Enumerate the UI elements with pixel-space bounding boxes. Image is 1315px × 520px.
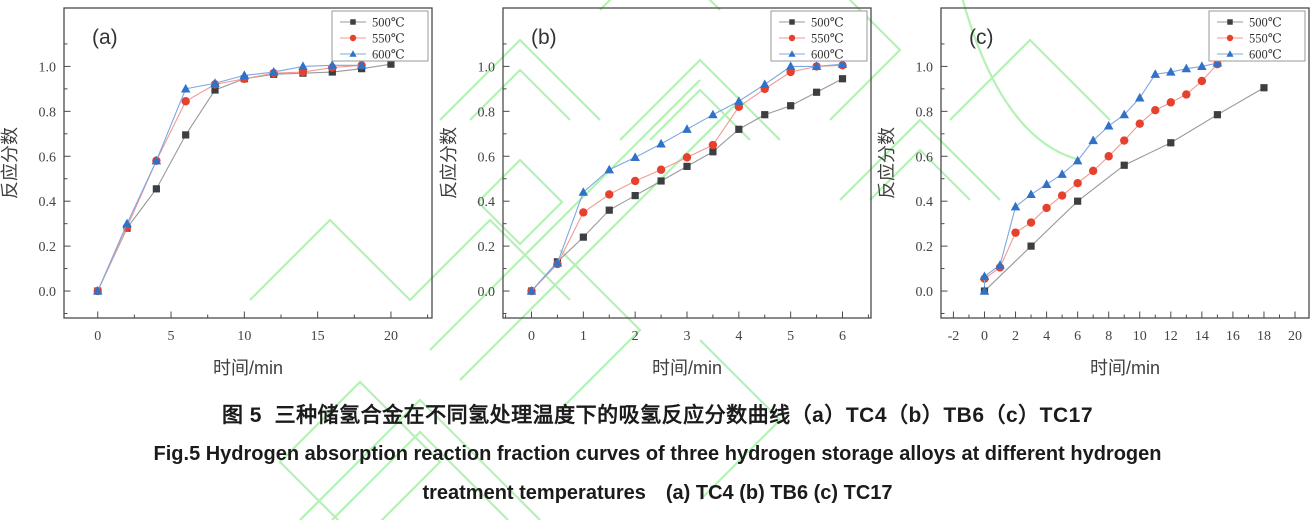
series-600℃	[979, 58, 1223, 295]
legend: 500℃ 550℃ 600℃	[770, 10, 867, 62]
series-550℃	[980, 59, 1222, 283]
svg-text:550℃: 550℃	[811, 32, 844, 46]
x-axis-label: 时间/min	[1090, 358, 1160, 378]
svg-text:10: 10	[237, 329, 251, 344]
svg-text:14: 14	[1195, 329, 1209, 344]
svg-text:15: 15	[311, 329, 325, 344]
x-axis-label: 时间/min	[213, 358, 283, 378]
chart-svg-a: 0 5 10 15 20 0.0 0.2 0.4 0.6 0.8 1.0 (a) 500℃ 550℃ 600…	[0, 7, 433, 378]
chart-panel-c: -2 0 2 4 6 8 10 12 14 16 18 20 0.0 0.2 0.4 0.6 0.8 1.0 (c)…	[877, 0, 1315, 388]
axes: 0 1 2 3 4 5 6 0.0 0.2 0.4 0.6 0.8 1.0	[477, 7, 872, 344]
charts-row: 0 5 10 15 20 0.0 0.2 0.4 0.6 0.8 1.0 (a) 500℃ 550℃ 600…	[0, 0, 1315, 388]
svg-text:5: 5	[168, 329, 175, 344]
svg-text:600℃: 600℃	[1249, 48, 1282, 62]
svg-text:600℃: 600℃	[811, 48, 844, 62]
svg-text:20: 20	[1288, 329, 1302, 344]
panel-label: (b)	[531, 26, 557, 49]
svg-text:0.2: 0.2	[39, 240, 57, 255]
series-600℃	[526, 59, 847, 295]
svg-text:5: 5	[787, 329, 794, 344]
caption-english-2: treatment temperatures (a) TC4 (b) TB6 (…	[422, 482, 893, 504]
legend: 500℃ 550℃ 600℃	[1208, 10, 1306, 62]
svg-text:600℃: 600℃	[372, 48, 405, 62]
svg-text:12: 12	[1164, 329, 1178, 344]
svg-text:10: 10	[1133, 329, 1147, 344]
series-600℃	[92, 60, 367, 295]
svg-text:6: 6	[1074, 329, 1081, 344]
svg-text:0.2: 0.2	[916, 240, 934, 255]
chart-svg-b: 0 1 2 3 4 5 6 0.0 0.2 0.4 0.6 0.8 1.0 (b) 500℃ 550℃ 600℃…	[439, 7, 872, 378]
chart-svg-c: -2 0 2 4 6 8 10 12 14 16 18 20 0.0 0.2 0.4 0.6 0.8 1.0 (c)…	[877, 7, 1310, 378]
svg-text:0.8: 0.8	[477, 105, 495, 120]
y-axis-label: 反应分数	[0, 127, 20, 199]
svg-text:0.8: 0.8	[39, 105, 57, 120]
panel-label: (c)	[969, 26, 994, 49]
svg-text:1.0: 1.0	[916, 60, 934, 75]
x-axis-label: 时间/min	[651, 358, 721, 378]
series-500℃	[94, 60, 395, 295]
caption-english-1: Fig.5 Hydrogen absorption reaction fract…	[153, 443, 1162, 465]
svg-text:3: 3	[683, 329, 690, 344]
svg-text:1.0: 1.0	[39, 60, 57, 75]
svg-text:2: 2	[1012, 329, 1019, 344]
svg-text:0.6: 0.6	[916, 150, 934, 165]
y-axis-label: 反应分数	[877, 127, 897, 199]
series-500℃	[527, 75, 846, 295]
svg-text:550℃: 550℃	[372, 32, 405, 46]
chart-panel-b: 0 1 2 3 4 5 6 0.0 0.2 0.4 0.6 0.8 1.0 (b) 500℃ 550℃ 600℃…	[439, 0, 877, 388]
axes: 0 5 10 15 20 0.0 0.2 0.4 0.6 0.8 1.0	[39, 7, 433, 344]
svg-text:0.8: 0.8	[916, 105, 934, 120]
svg-text:18: 18	[1257, 329, 1271, 344]
svg-text:8: 8	[1105, 329, 1112, 344]
series-550℃	[93, 61, 366, 296]
svg-text:4: 4	[735, 329, 742, 344]
series-550℃	[526, 61, 847, 296]
svg-text:0.6: 0.6	[477, 150, 495, 165]
svg-text:0.4: 0.4	[916, 195, 934, 210]
svg-text:0.0: 0.0	[39, 285, 57, 300]
svg-text:0: 0	[528, 329, 535, 344]
svg-text:1: 1	[579, 329, 586, 344]
caption-chinese: 图 5 三种储氢合金在不同氢处理温度下的吸氢反应分数曲线（a）TC4（b）TB6…	[221, 404, 1094, 427]
svg-text:500℃: 500℃	[372, 16, 405, 30]
svg-text:16: 16	[1226, 329, 1240, 344]
chart-panel-a: 0 5 10 15 20 0.0 0.2 0.4 0.6 0.8 1.0 (a) 500℃ 550℃ 600…	[0, 0, 438, 388]
panel-label: (a)	[92, 26, 118, 49]
svg-text:0.4: 0.4	[477, 195, 495, 210]
svg-text:0.0: 0.0	[916, 285, 934, 300]
axes: -2 0 2 4 6 8 10 12 14 16 18 20 0.0 0.2 0.4 0.6 0.8 1.0	[916, 7, 1310, 344]
svg-text:500℃: 500℃	[1249, 16, 1282, 30]
svg-text:500℃: 500℃	[811, 16, 844, 30]
svg-text:0.4: 0.4	[39, 195, 57, 210]
svg-text:0.2: 0.2	[477, 240, 495, 255]
svg-text:550℃: 550℃	[1249, 32, 1282, 46]
svg-text:1.0: 1.0	[477, 60, 495, 75]
svg-text:0: 0	[981, 329, 988, 344]
legend: 500℃ 550℃ 600℃	[331, 10, 429, 62]
svg-text:4: 4	[1043, 329, 1050, 344]
svg-text:2: 2	[631, 329, 638, 344]
svg-text:0: 0	[94, 329, 101, 344]
svg-text:0.0: 0.0	[477, 285, 495, 300]
svg-text:0.6: 0.6	[39, 150, 57, 165]
svg-text:-2: -2	[948, 329, 960, 344]
svg-text:6: 6	[838, 329, 845, 344]
y-axis-label: 反应分数	[439, 127, 459, 199]
svg-text:20: 20	[384, 329, 398, 344]
